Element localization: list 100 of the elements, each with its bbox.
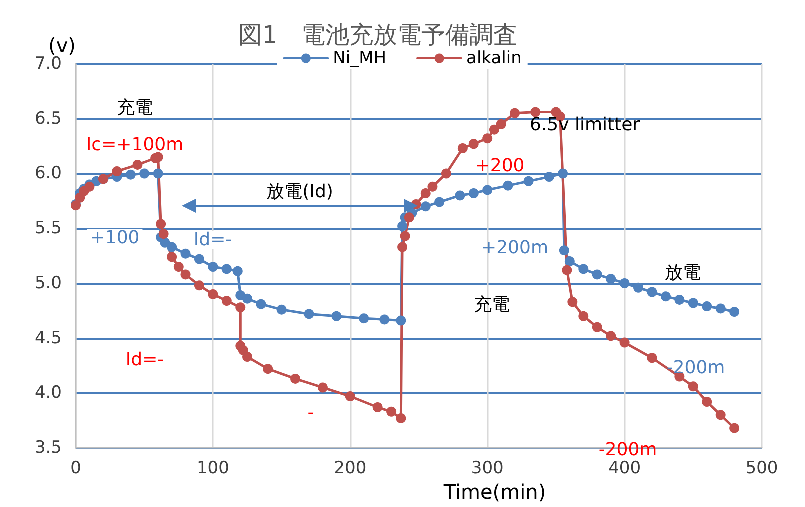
point: [578, 311, 589, 322]
point: [592, 270, 602, 280]
annotation: 充電: [474, 294, 510, 316]
point: [524, 176, 534, 186]
annotation: 放電: [665, 262, 701, 284]
point: [140, 168, 150, 179]
point: [167, 242, 178, 252]
point: [702, 302, 712, 312]
point: [674, 294, 685, 305]
annotation: 放電(Id): [266, 182, 334, 202]
y-tick-label: 5.5: [34, 218, 62, 239]
point: [559, 246, 570, 256]
point: [208, 262, 218, 272]
point: [592, 322, 602, 332]
point: [222, 296, 232, 306]
point: [482, 134, 493, 144]
annotation: +200m: [482, 238, 548, 258]
point: [194, 280, 204, 291]
point: [126, 170, 136, 180]
point: [468, 139, 479, 150]
point: [132, 160, 143, 170]
point: [318, 382, 328, 393]
y-tick-label: 4.5: [34, 328, 62, 348]
point: [398, 221, 408, 232]
point: [242, 294, 252, 304]
point: [396, 316, 406, 326]
point: [606, 274, 616, 284]
point: [404, 212, 414, 223]
point: [716, 304, 726, 314]
point: [568, 297, 578, 308]
point: [263, 364, 274, 374]
point: [420, 188, 431, 198]
point: [304, 309, 314, 320]
point: [242, 352, 252, 362]
x-tick-label: 500: [746, 458, 778, 479]
point: [496, 119, 506, 130]
point: [380, 314, 390, 325]
point: [468, 188, 479, 198]
point: [688, 382, 698, 392]
point: [167, 252, 178, 262]
point: [503, 180, 514, 191]
y-tick-label: 4.0: [34, 383, 62, 404]
point: [702, 397, 712, 408]
point: [158, 229, 169, 240]
point: [606, 331, 616, 342]
annotation: +100: [90, 228, 140, 248]
annotation: Id=-: [194, 230, 232, 250]
annotation: Ic=+100m: [86, 134, 184, 156]
point: [620, 278, 630, 288]
chart-title: 図1 電池充放電予備調査: [238, 21, 518, 49]
legend-label: Ni_MH: [333, 48, 387, 68]
point: [180, 248, 191, 259]
point: [256, 299, 266, 310]
x-tick-label: 200: [334, 458, 367, 479]
point: [420, 202, 431, 212]
point: [208, 289, 218, 300]
point: [564, 256, 575, 267]
point: [620, 338, 630, 348]
point: [359, 314, 370, 324]
point: [236, 302, 246, 313]
point: [458, 144, 468, 154]
point: [489, 124, 500, 135]
point: [441, 168, 452, 179]
point: [634, 282, 644, 293]
point: [194, 254, 204, 264]
point: [222, 264, 232, 274]
point: [180, 270, 191, 280]
annotation: -200m: [598, 440, 658, 460]
point: [372, 402, 383, 412]
point: [428, 182, 438, 192]
x-tick-label: 400: [608, 458, 642, 479]
point: [434, 197, 445, 208]
point: [544, 172, 554, 182]
point: [647, 287, 658, 298]
point: [730, 423, 740, 434]
y-tick-label: 5.0: [34, 273, 62, 294]
y-tick-label: 3.5: [34, 438, 62, 458]
point: [578, 264, 589, 274]
point: [482, 185, 493, 196]
point: [530, 107, 541, 118]
point: [174, 262, 184, 272]
annotation: 充電: [117, 98, 153, 118]
y-tick-label: 6.5: [34, 108, 62, 129]
point: [647, 353, 658, 364]
point: [232, 266, 243, 276]
x-tick-label: 300: [471, 458, 504, 479]
point: [455, 190, 466, 201]
point: [562, 265, 572, 276]
point: [332, 311, 342, 322]
x-tick-label: 0: [70, 458, 82, 479]
y-tick-label: 6.0: [34, 164, 62, 184]
point: [688, 298, 698, 308]
point: [345, 392, 356, 402]
legend-label: alkalin: [466, 48, 522, 68]
point: [396, 413, 406, 424]
point: [153, 168, 164, 179]
annotation: Id=-: [126, 350, 164, 370]
point: [400, 231, 410, 242]
point: [558, 168, 568, 179]
point: [386, 406, 397, 417]
